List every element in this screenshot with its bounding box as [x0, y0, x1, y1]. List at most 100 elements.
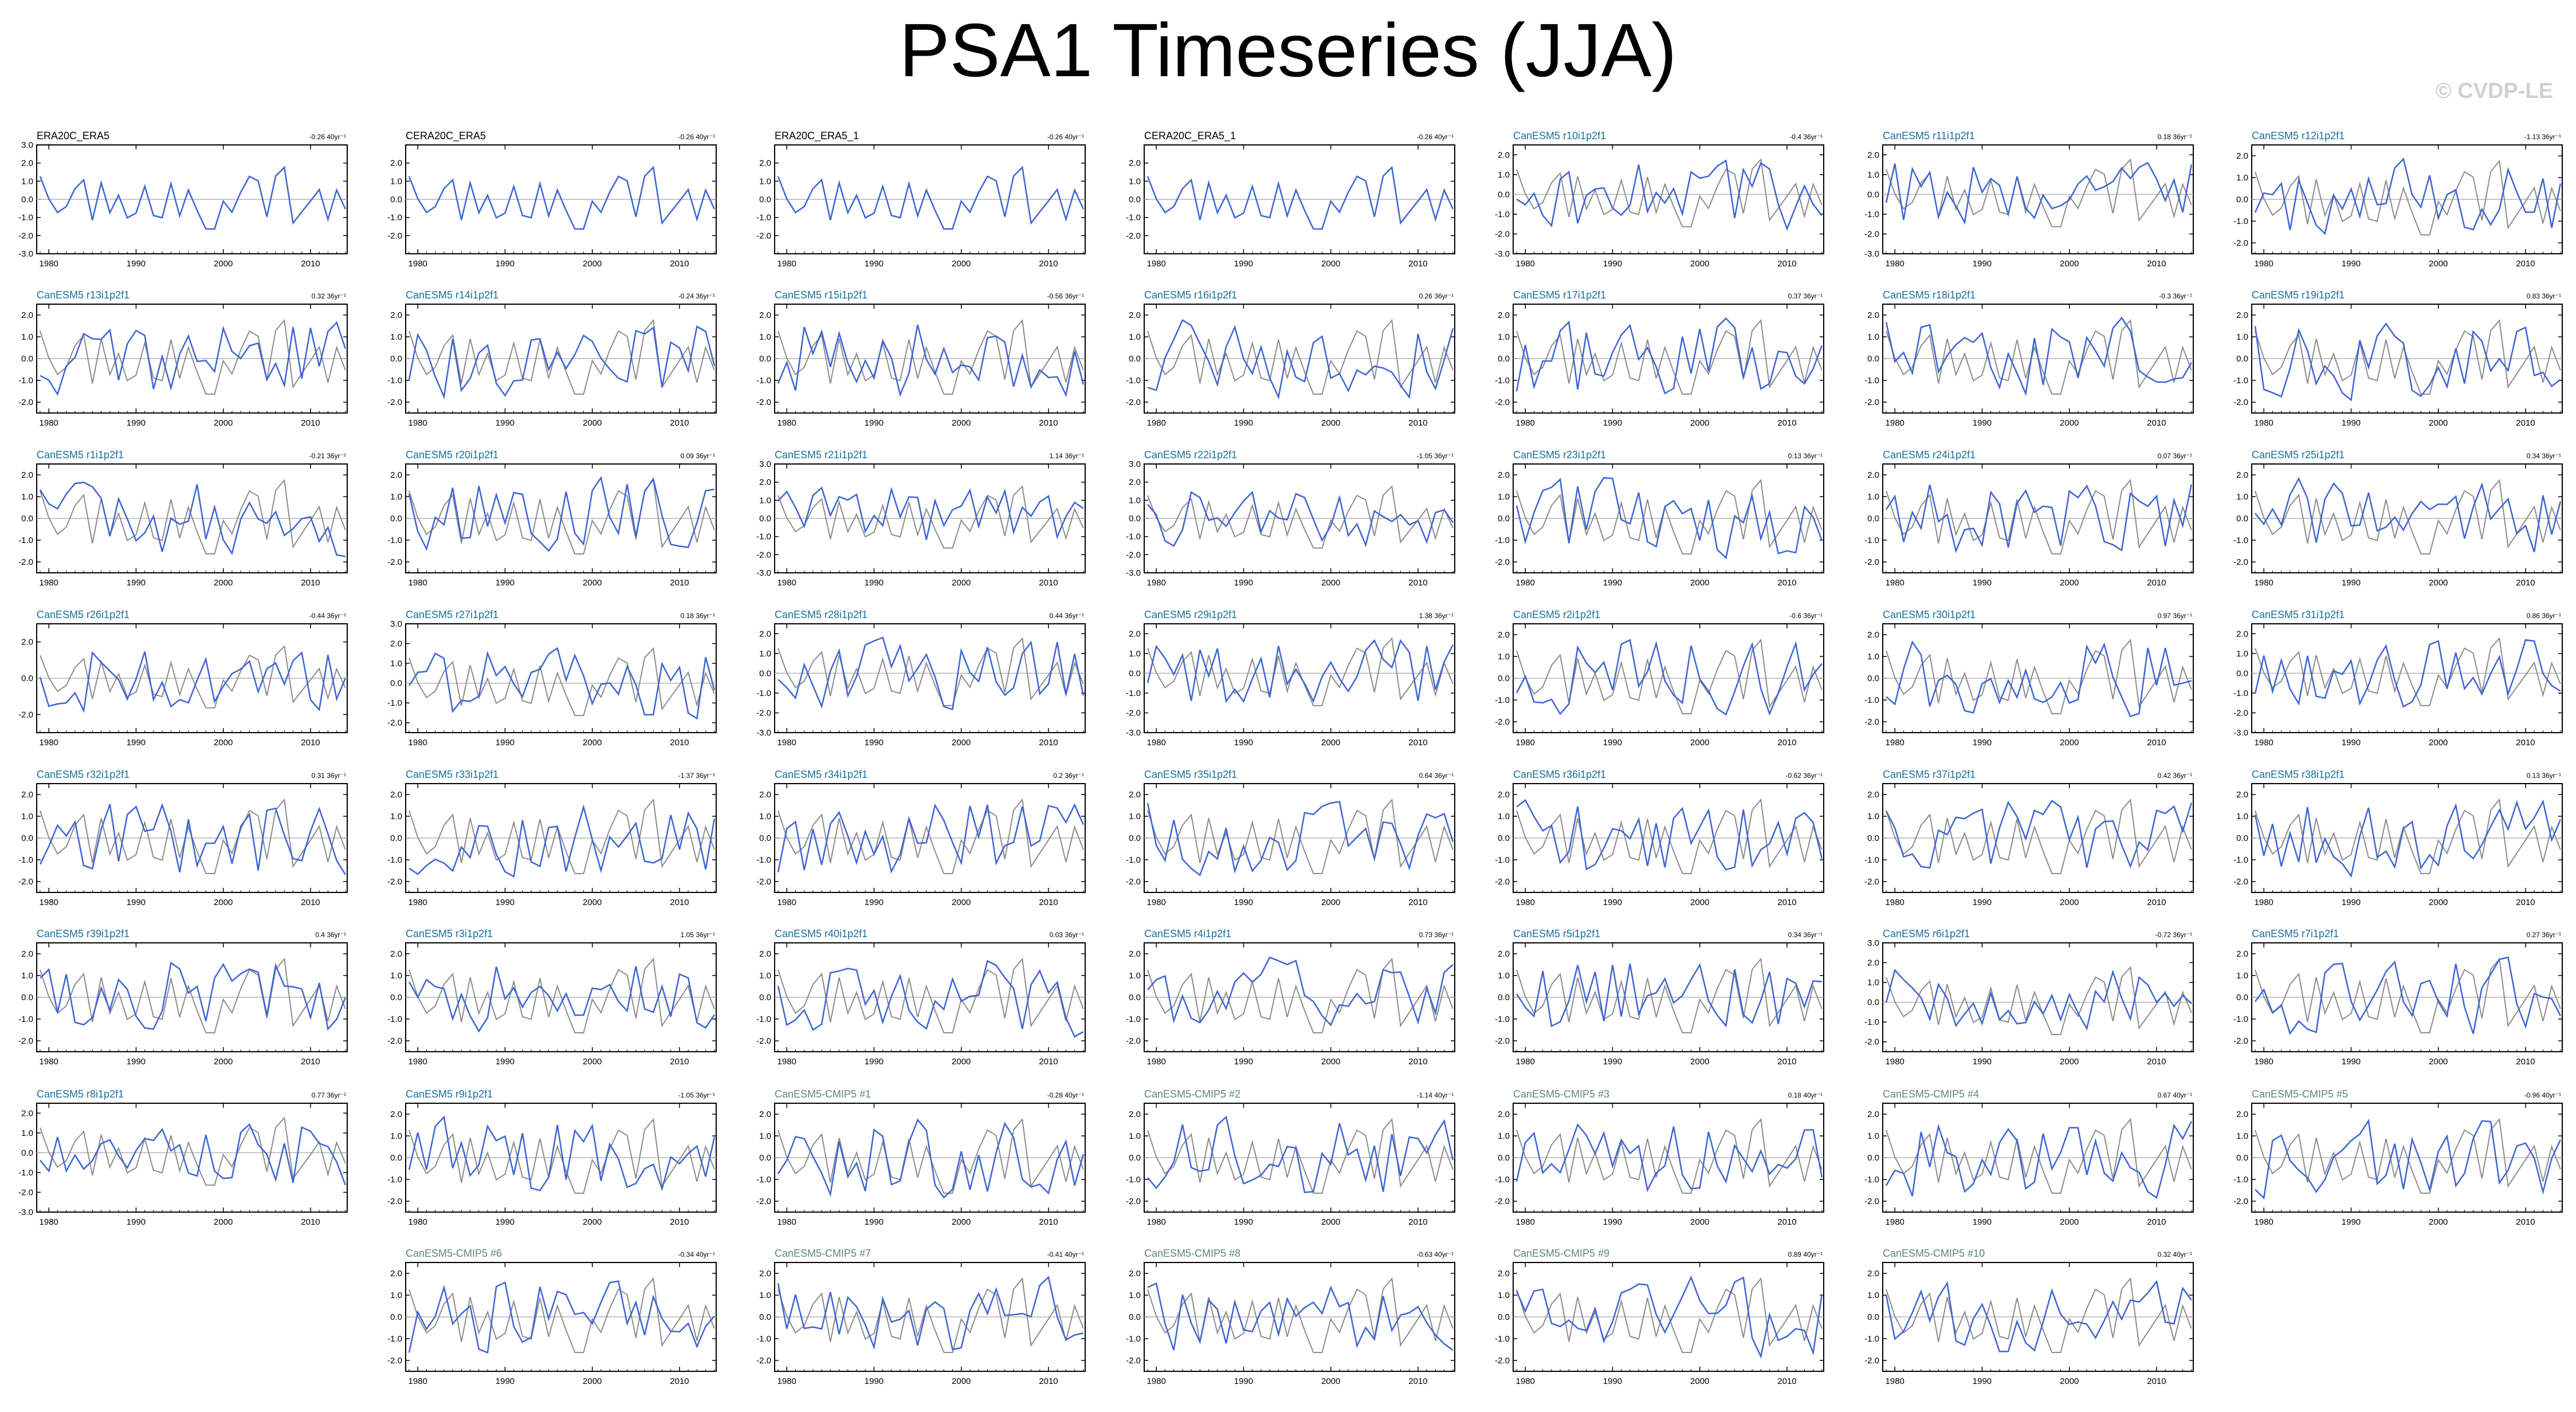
x-tick-label: 2000	[2060, 1217, 2079, 1227]
y-tick-label: -1.0	[18, 376, 33, 386]
x-tick-label: 1980	[777, 738, 796, 748]
y-tick-label: -1.0	[1495, 1175, 1510, 1185]
member-series-line	[408, 1280, 715, 1354]
panel-21: CanESM5 r25i1p2f1 0.34 36yr⁻¹ 2.0 1.0 0.0 -1.…	[2233, 449, 2563, 588]
panel-title: CanESM5 r3i1p2f1	[406, 928, 493, 939]
panel-trend: 0.27 36yr⁻¹	[2527, 931, 2561, 939]
x-tick-label: 1980	[409, 418, 427, 428]
y-tick-label: -2.0	[2233, 877, 2248, 887]
x-tick-label: 2000	[1321, 1376, 1340, 1386]
x-tick-label: 1990	[1973, 1217, 1992, 1227]
y-tick-label: 1.0	[390, 971, 402, 981]
y-tick-label: -2.0	[1495, 398, 1510, 407]
reference-series-line	[1516, 957, 1823, 1034]
panel-37: CanESM5 r3i1p2f1 1.05 36yr⁻¹ 2.0 1.0 0.0 -1.0…	[387, 928, 717, 1067]
x-tick-label: 2000	[583, 578, 602, 588]
y-tick-label: 0.0	[390, 1153, 402, 1163]
member-series-line	[2254, 799, 2562, 878]
panel-title: CanESM5 r21i1p2f1	[775, 449, 867, 461]
panel-trend: 0.26 36yr⁻¹	[1419, 292, 1454, 300]
y-tick-label: -1.0	[387, 376, 402, 386]
y-tick-label: -1.0	[1126, 376, 1141, 386]
y-tick-label: 1.0	[1498, 1291, 1510, 1300]
y-tick-label: 1.0	[390, 1291, 402, 1300]
x-tick-label: 2000	[583, 1376, 602, 1386]
reference-series-line	[777, 318, 1084, 395]
x-tick-label: 2000	[1321, 578, 1340, 588]
x-tick-label: 2010	[2147, 1217, 2166, 1227]
y-tick-label: 1.0	[759, 1291, 771, 1300]
panel-1: ERA20C_ERA5 -0.26 40yr⁻¹ 3.0 2.0 1.0 0.0 -1.0 -…	[18, 130, 348, 269]
x-tick-label: 1980	[2255, 418, 2273, 428]
panel-17: CanESM5 r21i1p2f1 1.14 36yr⁻¹ 3.0 2.0 1.0 0.0…	[756, 449, 1086, 588]
y-tick-label: -1.0	[2233, 855, 2248, 865]
x-tick-label: 1980	[1147, 738, 1166, 748]
y-tick-label: -2.0	[2233, 557, 2248, 567]
reference-series-line	[1886, 158, 2192, 227]
panel-trend: -0.6 36yr⁻¹	[1789, 612, 1823, 620]
x-tick-label: 2010	[301, 738, 320, 748]
y-tick-label: 2.0	[2236, 629, 2248, 639]
y-tick-label: -1.0	[18, 213, 33, 223]
y-tick-label: -1.0	[387, 1334, 402, 1344]
panel-title: CanESM5 r17i1p2f1	[1513, 289, 1606, 301]
reference-series-line	[2255, 318, 2561, 395]
x-tick-label: 1980	[777, 1057, 796, 1067]
panel-title: CanESM5 r18i1p2f1	[1883, 289, 1976, 301]
member-series-line	[39, 803, 346, 875]
x-tick-label: 2000	[583, 259, 602, 269]
y-tick-label: 0.0	[1867, 514, 1879, 524]
panel-title: CanESM5 r2i1p2f1	[1513, 609, 1600, 620]
panel-title: CanESM5 r8i1p2f1	[37, 1088, 124, 1100]
y-tick-label: -2.0	[2233, 1036, 2248, 1046]
y-tick-label: -2.0	[387, 877, 402, 887]
panel-trend: 0.37 36yr⁻¹	[1788, 292, 1823, 300]
y-tick-label: -1.0	[2233, 217, 2248, 226]
y-tick-label: -2.0	[18, 557, 33, 567]
x-tick-label: 1990	[2342, 738, 2361, 748]
member-series-line	[777, 959, 1084, 1038]
y-tick-label: -2.0	[756, 877, 771, 887]
panel-trend: 0.89 40yr⁻¹	[1788, 1250, 1823, 1258]
y-tick-label: -1.0	[1864, 1175, 1879, 1185]
y-tick-label: 0.0	[1867, 1153, 1879, 1163]
x-tick-label: 1980	[409, 1217, 427, 1227]
y-tick-label: 0.0	[1498, 354, 1510, 364]
member-series-line	[1147, 318, 1454, 400]
panel-trend: -0.4 36yr⁻¹	[1789, 133, 1823, 141]
x-tick-label: 2000	[2060, 1057, 2079, 1067]
x-tick-label: 2000	[583, 738, 602, 748]
member-series-line	[777, 1276, 1084, 1351]
panel-43: CanESM5 r8i1p2f1 0.77 36yr⁻¹ 2.0 1.0 0.0 -1.0…	[18, 1088, 348, 1227]
panel-title: CanESM5 r39i1p2f1	[37, 928, 129, 939]
reference-series-line	[1886, 638, 2192, 715]
y-tick-label: 0.0	[21, 354, 33, 364]
x-tick-label: 1990	[1973, 259, 1992, 269]
y-tick-label: -1.0	[1495, 695, 1510, 705]
panel-trend: 0.13 36yr⁻¹	[1788, 452, 1823, 460]
x-tick-label: 2010	[1408, 1057, 1427, 1067]
panel-title: CanESM5 r34i1p2f1	[775, 769, 867, 780]
y-tick-label: -1.0	[1126, 1014, 1141, 1024]
x-tick-label: 1980	[1516, 1057, 1535, 1067]
x-tick-label: 1990	[2342, 1057, 2361, 1067]
x-tick-label: 2010	[1408, 1217, 1427, 1227]
panel-title: CanESM5 r32i1p2f1	[37, 769, 129, 780]
panel-22: CanESM5 r26i1p2f1 -0.44 36yr⁻¹ 2.0 0.0 -2.0 1…	[18, 609, 348, 748]
reference-series-line	[1147, 485, 1454, 549]
reference-series-line	[2255, 637, 2561, 706]
panel-24: CanESM5 r28i1p2f1 0.44 36yr⁻¹ 2.0 1.0 0.0 -1.…	[756, 609, 1086, 748]
member-series-line	[1515, 1123, 1823, 1193]
x-tick-label: 2010	[1039, 1376, 1058, 1386]
member-series-line	[777, 803, 1085, 874]
x-tick-label: 2010	[1777, 1217, 1796, 1227]
panel-15: CanESM5 r1i1p2f1 -0.21 36yr⁻¹ 2.0 1.0 0.0 -1.…	[18, 449, 348, 588]
y-tick-label: 1.0	[1867, 1131, 1879, 1141]
x-tick-label: 2000	[2429, 898, 2448, 907]
panel-41: CanESM5 r6i1p2f1 -0.72 36yr⁻¹ 3.0 2.0 1.0 0.0…	[1864, 928, 2194, 1067]
y-tick-label: 2.0	[2236, 310, 2248, 320]
panel-23: CanESM5 r27i1p2f1 0.18 36yr⁻¹ 3.0 2.0 1.0 0.0…	[387, 609, 717, 748]
y-tick-label: 0.0	[21, 514, 33, 524]
panel-trend: -1.05 36yr⁻¹	[1417, 452, 1454, 460]
x-tick-label: 1980	[1516, 259, 1535, 269]
